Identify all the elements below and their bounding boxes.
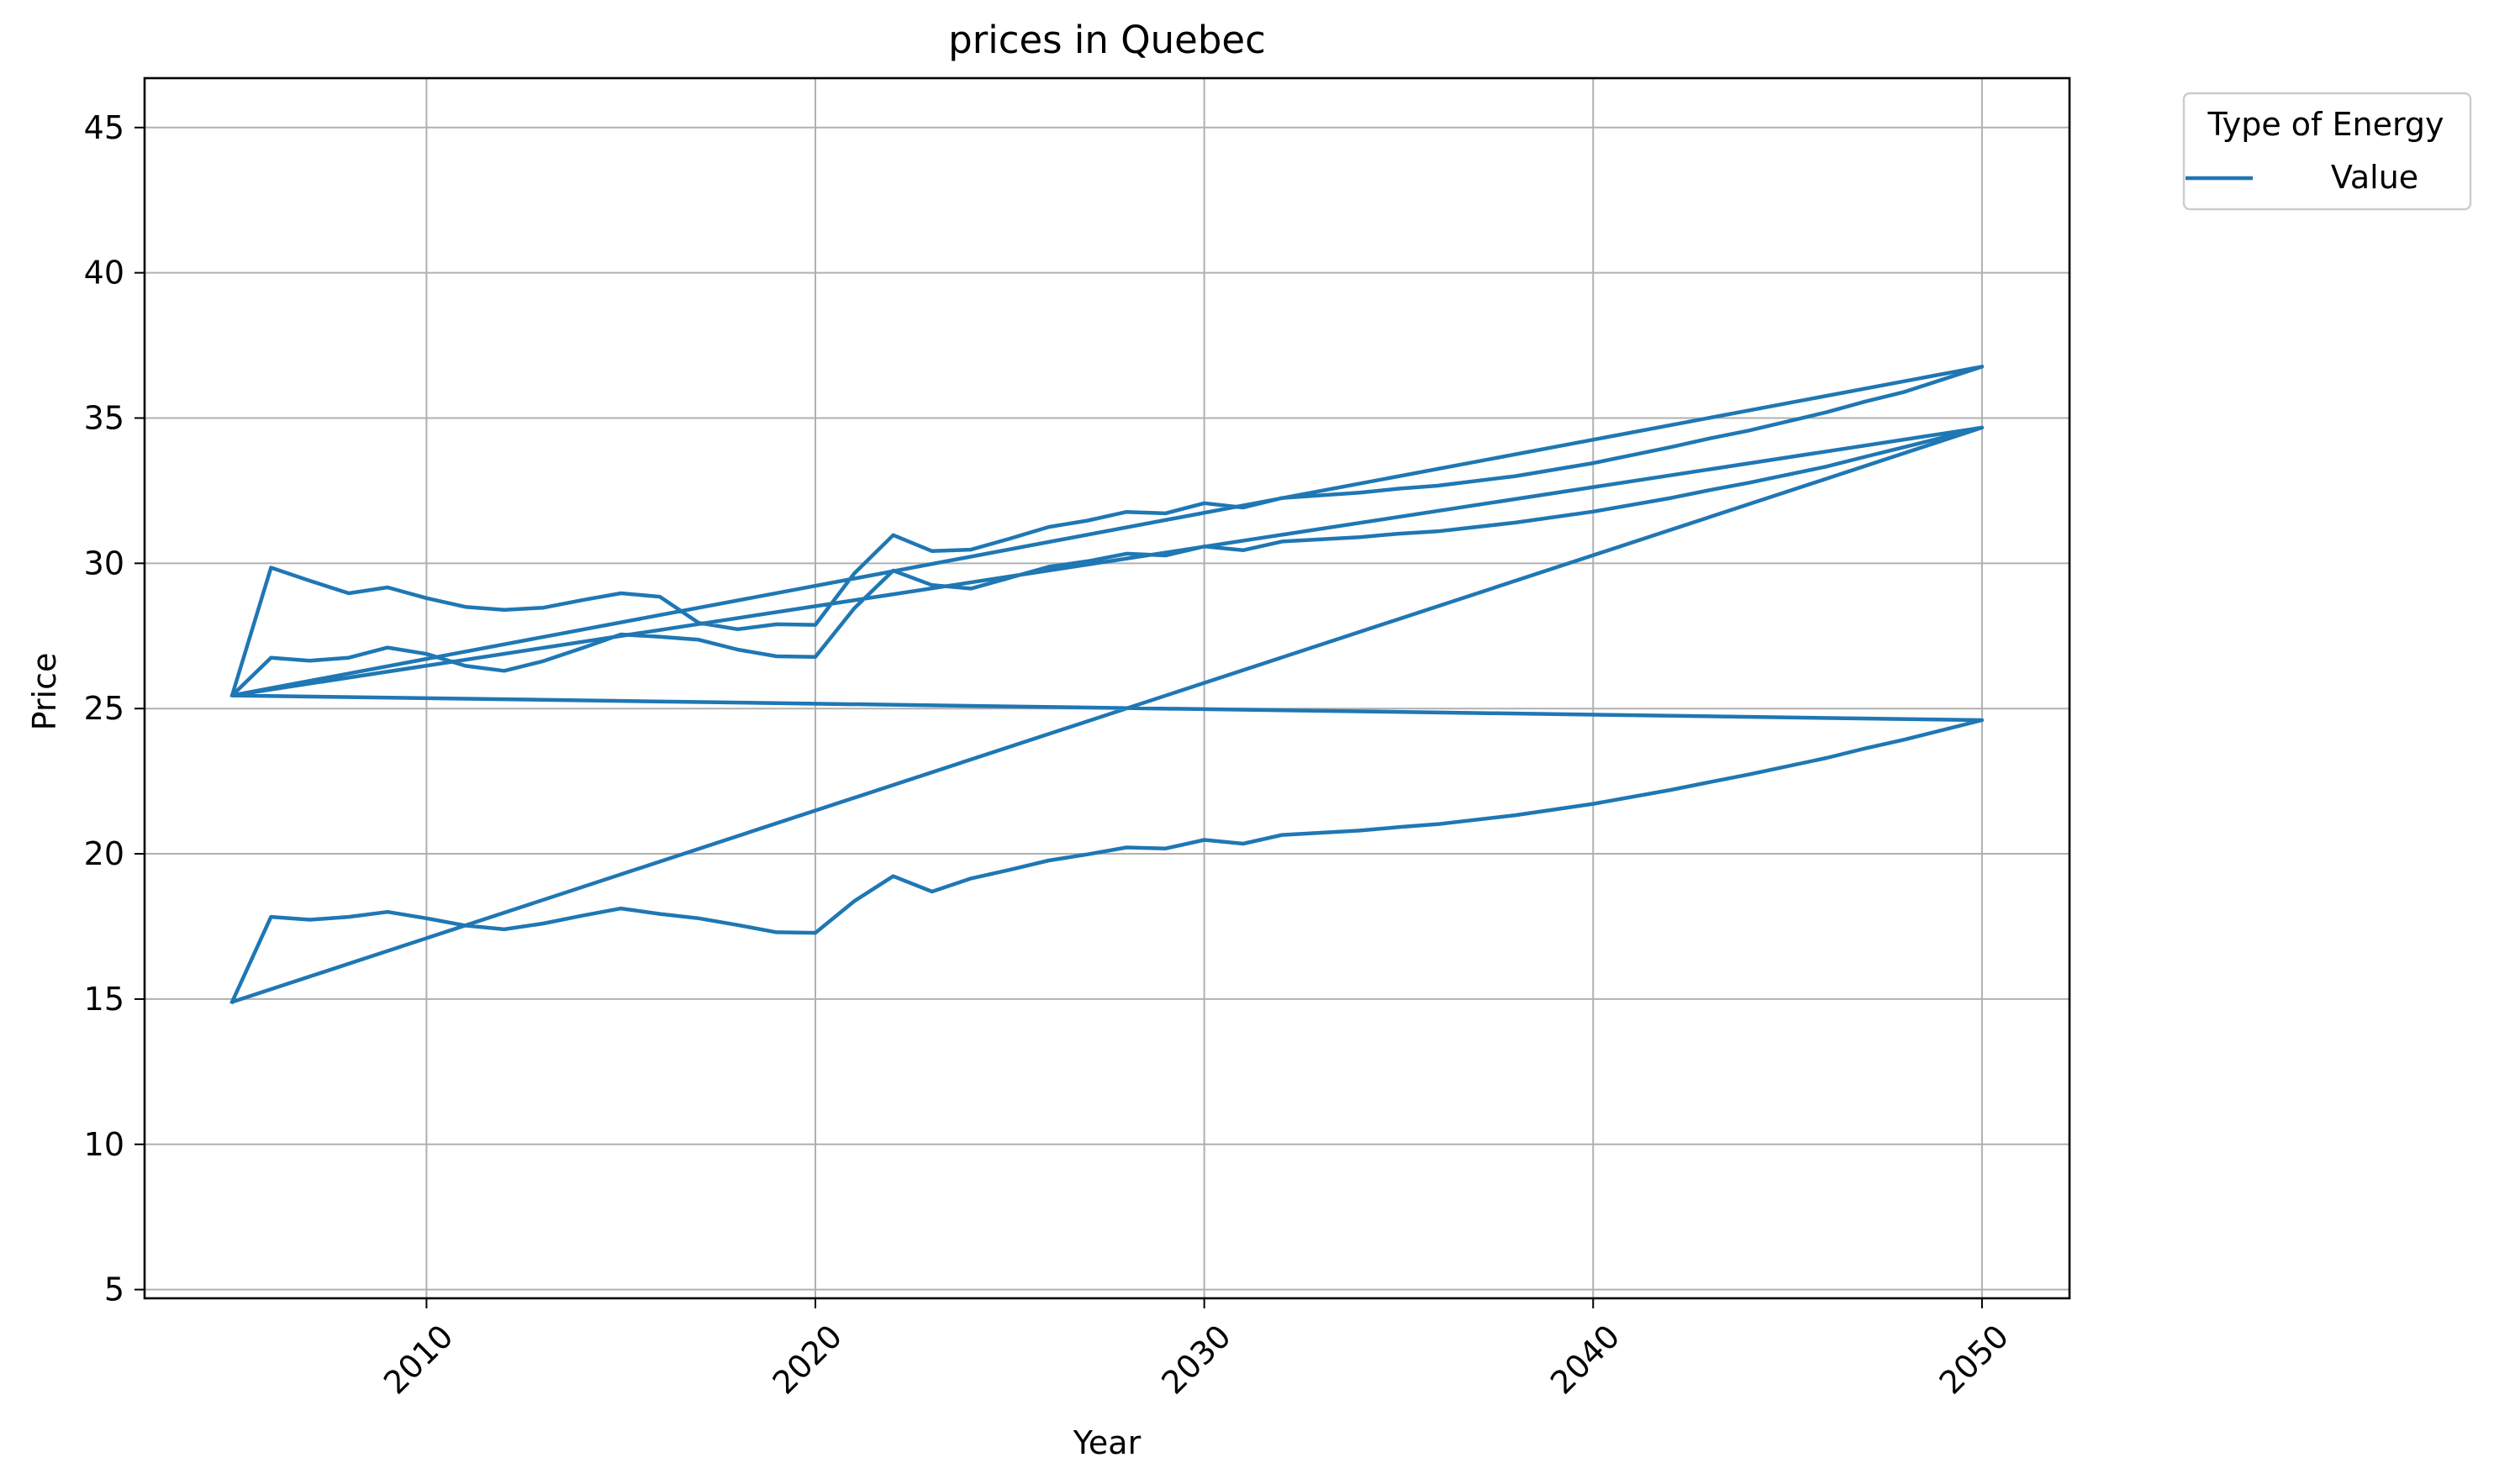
legend-box: [2182, 92, 2472, 211]
x-axis-label: Year: [1073, 1424, 1142, 1461]
chart-title: prices in Quebec: [948, 18, 1266, 62]
series-layer: [229, 365, 1985, 1005]
plot-area-frame: [143, 76, 2071, 1300]
y-axis-ticks: 5 10 15 20 25 30 35 40 45: [84, 109, 145, 1308]
y-tick-label: 20: [84, 835, 124, 872]
y-tick-label: 15: [84, 981, 124, 1018]
legend: Type of Energy Value: [2182, 92, 2472, 211]
grid-lines: [145, 78, 2070, 1298]
y-tick-label: 10: [84, 1126, 124, 1163]
y-tick-label: 40: [84, 255, 124, 292]
y-tick-label: 35: [84, 399, 124, 436]
legend-entry-label: Value: [2331, 159, 2418, 196]
legend-title: Type of Energy: [2207, 106, 2444, 143]
y-tick-label: 45: [84, 109, 124, 146]
y-tick-label: 30: [84, 545, 124, 581]
series-line-value: [229, 365, 1985, 1005]
y-tick-label: 5: [104, 1271, 124, 1308]
y-axis-label: Price: [26, 653, 63, 731]
y-tick-label: 25: [84, 690, 124, 727]
